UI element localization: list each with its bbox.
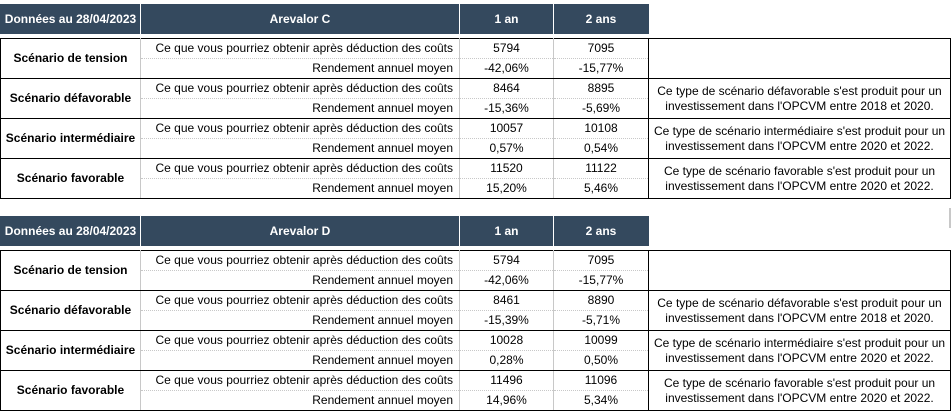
scenario-label: Scénario intermédiaire	[0, 330, 141, 371]
scenario-label: Scénario favorable	[0, 370, 141, 411]
row-label: Ce que vous pourriez obtenir après déduc…	[140, 118, 460, 139]
table-row: Scénario défavorable Ce que vous pourrie…	[0, 290, 951, 331]
value-1an: -42,06%	[459, 58, 554, 79]
value-2ans: -5,69%	[553, 98, 649, 119]
scenario-label: Scénario défavorable	[0, 78, 141, 119]
row-label: Ce que vous pourriez obtenir après déduc…	[140, 158, 460, 179]
value-1an: 5794	[459, 250, 554, 271]
value-1an: 15,20%	[459, 178, 554, 199]
row-label: Rendement annuel moyen	[140, 350, 460, 371]
value-2ans: 11122	[553, 158, 649, 179]
table-row: Rendement annuel moyen 14,96% 5,34%	[1, 390, 951, 411]
table-row: Rendement annuel moyen 0,28% 0,50%	[1, 350, 951, 371]
table-row: Scénario intermédiaire Ce que vous pourr…	[0, 330, 951, 371]
row-label: Ce que vous pourriez obtenir après déduc…	[140, 330, 460, 351]
table-row: Scénario de tension Ce que vous pourriez…	[0, 38, 951, 79]
row-label: Rendement annuel moyen	[140, 270, 460, 291]
value-1an: 14,96%	[459, 390, 554, 411]
fund-header: Arevalor D	[140, 216, 460, 246]
scenario-label: Scénario de tension	[0, 38, 141, 79]
row-label: Ce que vous pourriez obtenir après déduc…	[140, 250, 460, 271]
row-label: Rendement annuel moyen	[140, 310, 460, 331]
scenario-note: Ce type de scénario défavorable s'est pr…	[648, 78, 951, 119]
table-block-c: Données au 28/04/2023 Arevalor C 1 an 2 …	[0, 4, 951, 199]
value-2ans: -5,71%	[553, 310, 649, 331]
value-2ans: 0,50%	[553, 350, 649, 371]
table-row: Rendement annuel moyen -15,39% -5,71%	[1, 310, 951, 331]
scenario-note	[648, 250, 951, 291]
value-1an: 10028	[459, 330, 554, 351]
value-1an: 11520	[459, 158, 554, 179]
value-1an: 8464	[459, 78, 554, 99]
row-label: Rendement annuel moyen	[140, 178, 460, 199]
scenario-note: Ce type de scénario favorable s'est prod…	[648, 158, 951, 199]
fund-header: Arevalor C	[140, 4, 460, 34]
value-2ans: 5,46%	[553, 178, 649, 199]
scenario-table: Données au 28/04/2023 Arevalor D 1 an 2 …	[0, 216, 951, 411]
row-label: Ce que vous pourriez obtenir après déduc…	[140, 78, 460, 99]
scenario-note	[648, 38, 951, 79]
row-label: Ce que vous pourriez obtenir après déduc…	[140, 290, 460, 311]
table-row: Rendement annuel moyen -42,06% -15,77%	[1, 58, 951, 79]
col-1an-header: 1 an	[459, 4, 554, 34]
value-2ans: 7095	[553, 250, 649, 271]
scenario-note: Ce type de scénario intermédiaire s'est …	[648, 118, 951, 159]
value-1an: -15,39%	[459, 310, 554, 331]
table-row: Scénario favorable Ce que vous pourriez …	[0, 370, 951, 411]
value-2ans: 11096	[553, 370, 649, 391]
value-2ans: 8890	[553, 290, 649, 311]
value-2ans: 5,34%	[553, 390, 649, 411]
date-header: Données au 28/04/2023	[0, 4, 141, 34]
scenario-note: Ce type de scénario favorable s'est prod…	[648, 370, 951, 411]
value-1an: 8461	[459, 290, 554, 311]
col-1an-header: 1 an	[459, 216, 554, 246]
value-2ans: -15,77%	[553, 58, 649, 79]
table-row: Rendement annuel moyen 0,57% 0,54%	[1, 138, 951, 159]
row-label: Ce que vous pourriez obtenir après déduc…	[140, 370, 460, 391]
row-label: Rendement annuel moyen	[140, 390, 460, 411]
col-2ans-header: 2 ans	[553, 4, 649, 34]
value-2ans: 0,54%	[553, 138, 649, 159]
table-row: Scénario intermédiaire Ce que vous pourr…	[0, 118, 951, 159]
table-row: Scénario de tension Ce que vous pourriez…	[0, 250, 951, 291]
scenario-label: Scénario de tension	[0, 250, 141, 291]
scenario-table: Données au 28/04/2023 Arevalor C 1 an 2 …	[0, 4, 951, 199]
table-row: Rendement annuel moyen 15,20% 5,46%	[1, 178, 951, 199]
table-header: Données au 28/04/2023 Arevalor C 1 an 2 …	[0, 4, 951, 34]
row-label: Rendement annuel moyen	[140, 98, 460, 119]
row-label: Rendement annuel moyen	[140, 138, 460, 159]
table-row: Rendement annuel moyen -42,06% -15,77%	[1, 270, 951, 291]
value-2ans: 10108	[553, 118, 649, 139]
value-2ans: 8895	[553, 78, 649, 99]
scenario-label: Scénario intermédiaire	[0, 118, 141, 159]
value-1an: 5794	[459, 38, 554, 59]
row-label: Ce que vous pourriez obtenir après déduc…	[140, 38, 460, 59]
sheet-edge-mark	[949, 208, 951, 228]
scenario-label: Scénario défavorable	[0, 290, 141, 331]
table-row: Rendement annuel moyen -15,36% -5,69%	[1, 98, 951, 119]
table-row: Scénario défavorable Ce que vous pourrie…	[0, 78, 951, 119]
table-block-d: Données au 28/04/2023 Arevalor D 1 an 2 …	[0, 216, 951, 411]
date-header: Données au 28/04/2023	[0, 216, 141, 246]
table-header: Données au 28/04/2023 Arevalor D 1 an 2 …	[0, 216, 951, 246]
value-2ans: -15,77%	[553, 270, 649, 291]
col-2ans-header: 2 ans	[553, 216, 649, 246]
value-1an: 0,57%	[459, 138, 554, 159]
value-2ans: 10099	[553, 330, 649, 351]
value-2ans: 7095	[553, 38, 649, 59]
value-1an: 0,28%	[459, 350, 554, 371]
scenario-note: Ce type de scénario défavorable s'est pr…	[648, 290, 951, 331]
value-1an: 10057	[459, 118, 554, 139]
scenario-note: Ce type de scénario intermédiaire s'est …	[648, 330, 951, 371]
scenario-label: Scénario favorable	[0, 158, 141, 199]
value-1an: -42,06%	[459, 270, 554, 291]
table-row: Scénario favorable Ce que vous pourriez …	[0, 158, 951, 199]
value-1an: -15,36%	[459, 98, 554, 119]
row-label: Rendement annuel moyen	[140, 58, 460, 79]
value-1an: 11496	[459, 370, 554, 391]
